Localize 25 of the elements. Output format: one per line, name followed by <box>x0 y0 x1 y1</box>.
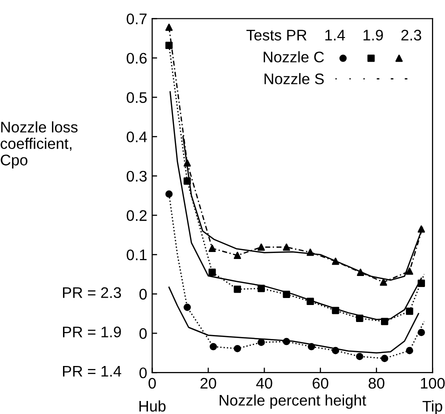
y-tick-label: 0.1 <box>126 249 147 260</box>
x-tick-label: 60 <box>312 378 328 389</box>
text: Hub <box>139 400 166 412</box>
x-tick-label: 80 <box>368 378 384 389</box>
y-tick-label: 0.4 <box>126 131 147 142</box>
legend-label: Nozzle S <box>264 73 324 84</box>
text: PR = 1.9 <box>63 326 121 338</box>
text: PR = 2.3 <box>63 287 121 298</box>
y-tick-label: 0 <box>139 367 147 378</box>
y-tick-label: 0 <box>139 288 147 300</box>
y-tick-label: 0.3 <box>126 170 147 182</box>
x-axis-title: Nozzle percent height <box>220 394 366 409</box>
text: PR = 1.4 <box>63 366 122 377</box>
legend-title: Tests PR 1.4 1.9 2.3 <box>246 30 422 41</box>
y-tick-label: 0.7 <box>126 14 147 24</box>
y-tick-label: 0.5 <box>126 92 147 103</box>
x-tick-label: 100 <box>420 378 445 389</box>
x-tick-label: 20 <box>200 378 216 389</box>
y-tick-label: 0.2 <box>126 210 147 221</box>
x-tick-label: 40 <box>256 378 272 389</box>
legend-label: Nozzle C <box>264 51 324 62</box>
y-tick-label: 0 <box>139 328 147 339</box>
x-tick-label: 0 <box>148 378 156 389</box>
y-tick-label: 0.6 <box>126 52 147 64</box>
y-axis-title: Nozzle loss coefficient, Cpo <box>0 121 78 168</box>
